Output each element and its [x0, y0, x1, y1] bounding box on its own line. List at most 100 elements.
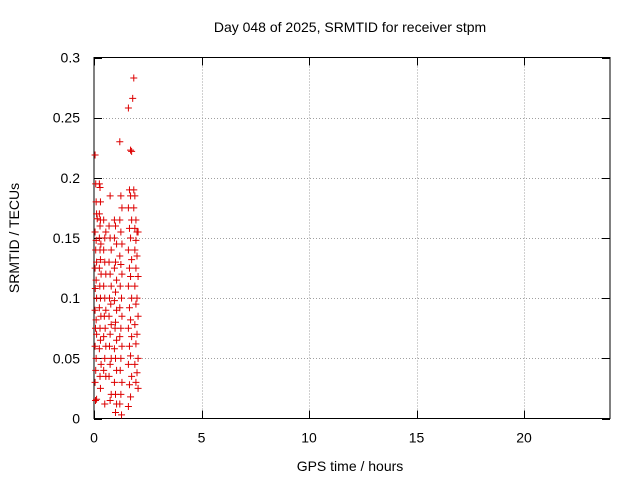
data-point — [100, 333, 108, 341]
y-tick-label: 0 — [72, 411, 80, 427]
data-point — [106, 396, 114, 404]
data-point — [124, 282, 132, 290]
data-point — [105, 342, 113, 350]
data-point — [93, 215, 101, 223]
data-point — [110, 264, 118, 272]
data-point — [105, 312, 113, 320]
data-point — [96, 384, 104, 392]
data-point — [105, 222, 113, 230]
data-point — [134, 384, 142, 392]
data-point — [117, 192, 125, 200]
data-point — [117, 324, 125, 332]
data-point — [116, 333, 124, 341]
data-point — [118, 270, 126, 278]
x-tick-labels: 0 5 10 15 20 — [90, 430, 532, 446]
y-tick-label: 0.05 — [53, 350, 80, 366]
data-point — [106, 192, 114, 200]
y-axis-label: SRMTID / TECUs — [6, 183, 22, 293]
data-point — [93, 395, 101, 403]
data-point — [102, 228, 110, 236]
y-tick-labels: 0 0.05 0.1 0.15 0.2 0.25 0.3 — [53, 50, 80, 427]
y-tick-label: 0.15 — [53, 230, 80, 246]
data-point — [107, 282, 115, 290]
data-point — [112, 258, 119, 266]
data-point — [131, 224, 139, 232]
x-tick-label: 5 — [198, 430, 206, 446]
data-point — [132, 216, 140, 224]
x-tick-label: 15 — [409, 430, 425, 446]
data-point — [91, 151, 99, 159]
data-point — [127, 352, 135, 360]
data-point — [95, 180, 103, 188]
data-point — [97, 360, 105, 368]
y-tick-label: 0.2 — [61, 170, 81, 186]
data-point — [95, 210, 103, 218]
data-point — [130, 74, 138, 82]
data-point — [93, 330, 101, 338]
data-point — [107, 300, 115, 308]
data-point — [116, 216, 124, 224]
data-point — [105, 258, 113, 266]
data-point — [118, 411, 126, 419]
data-point — [124, 104, 132, 112]
data-points — [91, 74, 142, 419]
data-point — [116, 366, 124, 374]
data-point — [91, 285, 99, 293]
chart-title: Day 048 of 2025, SRMTID for receiver stp… — [214, 19, 486, 35]
data-point — [100, 216, 108, 224]
data-point — [101, 354, 109, 362]
data-point — [113, 276, 121, 284]
data-point — [134, 354, 142, 362]
data-point — [127, 316, 135, 324]
data-point — [125, 304, 133, 312]
data-point — [92, 354, 100, 362]
data-point — [106, 270, 114, 278]
x-tick-label: 10 — [301, 430, 317, 446]
data-point — [130, 186, 138, 194]
data-point — [91, 342, 99, 350]
data-point — [110, 345, 118, 353]
data-point — [100, 246, 108, 254]
data-point — [116, 252, 124, 260]
data-point — [110, 297, 118, 305]
data-point — [106, 330, 114, 338]
data-point — [118, 294, 126, 302]
data-point — [125, 342, 133, 350]
data-point — [118, 342, 126, 350]
data-point — [117, 390, 125, 398]
data-point — [101, 400, 109, 408]
data-point — [105, 372, 113, 380]
data-point — [127, 234, 135, 242]
data-point — [128, 256, 136, 264]
data-point — [118, 312, 126, 320]
data-point — [113, 336, 121, 344]
data-point — [125, 381, 133, 389]
data-point — [124, 402, 132, 410]
data-point — [131, 282, 139, 290]
data-point — [124, 360, 132, 368]
data-point — [100, 282, 108, 290]
data-point — [112, 318, 119, 326]
data-point — [134, 312, 142, 320]
data-point — [96, 222, 104, 230]
data-point — [93, 258, 101, 266]
data-point — [128, 333, 136, 341]
data-point — [105, 294, 113, 302]
data-point — [117, 260, 125, 268]
data-point — [92, 366, 100, 374]
data-point — [112, 288, 119, 296]
data-point — [132, 264, 140, 272]
data-point — [91, 306, 99, 314]
data-point — [112, 222, 119, 230]
data-point — [127, 393, 135, 401]
data-point — [107, 321, 115, 329]
data-point — [124, 324, 132, 332]
data-point — [92, 396, 100, 404]
data-point — [134, 228, 142, 236]
data-point — [117, 354, 125, 362]
y-tick-label: 0.1 — [61, 290, 81, 306]
data-point — [117, 228, 125, 236]
data-point — [131, 246, 139, 254]
data-point — [132, 236, 140, 244]
